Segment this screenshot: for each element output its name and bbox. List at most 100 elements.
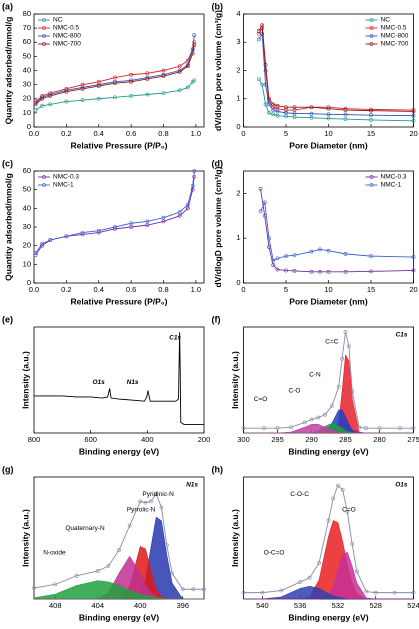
y-tick-label: 50 xyxy=(23,185,31,194)
data-point xyxy=(256,37,261,42)
data-point xyxy=(256,77,261,81)
data-point xyxy=(190,187,195,192)
annotation: C-O-C xyxy=(290,491,309,498)
y-axis-label: Intensity (a.u.) xyxy=(230,351,240,409)
data-point xyxy=(364,589,369,594)
data-point xyxy=(275,426,280,431)
legend-marker xyxy=(369,175,374,179)
data-point xyxy=(129,221,134,226)
peak-area xyxy=(34,556,204,599)
data-point xyxy=(397,426,402,431)
x-axis-label: Binding energy (eV) xyxy=(288,446,368,456)
data-point xyxy=(190,51,195,56)
y-tick-label: 80 xyxy=(23,9,31,18)
x-tick-label: 15 xyxy=(367,285,375,294)
data-point xyxy=(74,573,79,578)
panel-label: (e) xyxy=(2,314,13,324)
data-point xyxy=(350,541,355,546)
data-point xyxy=(263,62,268,67)
panel-label: (f) xyxy=(212,314,221,324)
data-point xyxy=(369,108,373,113)
data-point xyxy=(48,102,53,107)
x-tick-label: 532 xyxy=(332,601,345,610)
data-point xyxy=(343,251,348,256)
data-point xyxy=(185,202,190,207)
x-tick-label: 400 xyxy=(134,601,147,610)
y-axis-label: Intensity (a.u.) xyxy=(20,351,30,409)
data-point xyxy=(340,356,345,361)
peak-area xyxy=(34,517,204,599)
data-point xyxy=(326,112,331,117)
data-point xyxy=(329,404,334,408)
data-point xyxy=(271,102,276,107)
panel: (e) 800 600 400 200 Binding energy (eV) Intens… xyxy=(2,314,210,456)
data-point xyxy=(343,108,348,112)
data-point xyxy=(40,96,44,101)
data-point xyxy=(267,102,271,107)
x-tick-label: 600 xyxy=(84,435,97,444)
series-line xyxy=(260,200,414,262)
x-axis-label: Relative Pressure (P/P₀) xyxy=(71,296,168,306)
data-point xyxy=(411,268,416,273)
y-tick-label: 70 xyxy=(23,23,31,32)
data-point xyxy=(154,492,159,496)
data-point xyxy=(271,263,276,267)
data-point xyxy=(161,91,166,96)
data-point xyxy=(241,590,246,595)
panel: (g) 408 404 400 396 Binding energy (eV) Intens… xyxy=(2,464,206,622)
legend-label: NMC-700 xyxy=(381,41,409,48)
data-point xyxy=(369,107,373,112)
x-tick-label: 800 xyxy=(28,435,41,444)
x-tick-label: 0.8 xyxy=(158,129,168,138)
data-point xyxy=(145,71,150,76)
legend-label: NMC-0.5 xyxy=(53,25,79,32)
x-tick-label: 524 xyxy=(407,601,419,610)
series-line xyxy=(35,42,195,102)
legend-marker xyxy=(42,183,46,187)
legend-marker xyxy=(369,18,374,22)
data-point xyxy=(275,113,280,118)
x-tick-label: 300 xyxy=(237,435,250,444)
data-point xyxy=(411,255,416,259)
panel: (h) 540 536 532 528 524 Binding energy (eV) Int… xyxy=(212,464,419,622)
data-point xyxy=(190,47,195,52)
panel: (d) 0 5 10 15 20 0 1 2 Pore Diameter (nm) dV/dlogD… xyxy=(212,158,418,306)
x-tick-label: 20 xyxy=(409,285,417,294)
data-point xyxy=(369,269,373,274)
panel-label: (g) xyxy=(2,464,14,474)
data-point xyxy=(177,210,182,214)
data-point xyxy=(192,169,197,173)
data-point xyxy=(145,77,150,81)
data-point xyxy=(343,269,348,274)
data-point xyxy=(192,33,197,38)
y-tick-label: 1 xyxy=(236,233,240,242)
data-point xyxy=(284,105,288,110)
series-line xyxy=(243,424,414,434)
x-tick-label: 275 xyxy=(407,435,419,444)
annotation: C-O xyxy=(289,387,301,394)
data-point xyxy=(129,72,134,77)
x-axis-label: Pore Diameter (nm) xyxy=(289,296,368,306)
data-point xyxy=(145,223,150,228)
data-point xyxy=(309,111,314,116)
data-point xyxy=(145,219,150,224)
annotation: O-C=O xyxy=(264,549,285,556)
data-point xyxy=(64,99,69,104)
data-point xyxy=(40,103,44,108)
series-line xyxy=(260,188,414,273)
x-tick-label: 280 xyxy=(373,435,386,444)
x-axis-label: Binding energy (eV) xyxy=(79,612,159,622)
data-point xyxy=(192,78,197,83)
data-point xyxy=(161,68,166,73)
data-point xyxy=(33,102,38,107)
data-point xyxy=(190,184,195,188)
data-point xyxy=(309,105,314,110)
data-point xyxy=(185,85,190,90)
annotation: Pyridinic-N xyxy=(142,491,174,498)
data-point xyxy=(326,518,331,523)
data-point xyxy=(159,505,164,510)
data-point xyxy=(343,117,348,121)
data-point xyxy=(411,118,416,123)
peak-area xyxy=(243,520,414,599)
